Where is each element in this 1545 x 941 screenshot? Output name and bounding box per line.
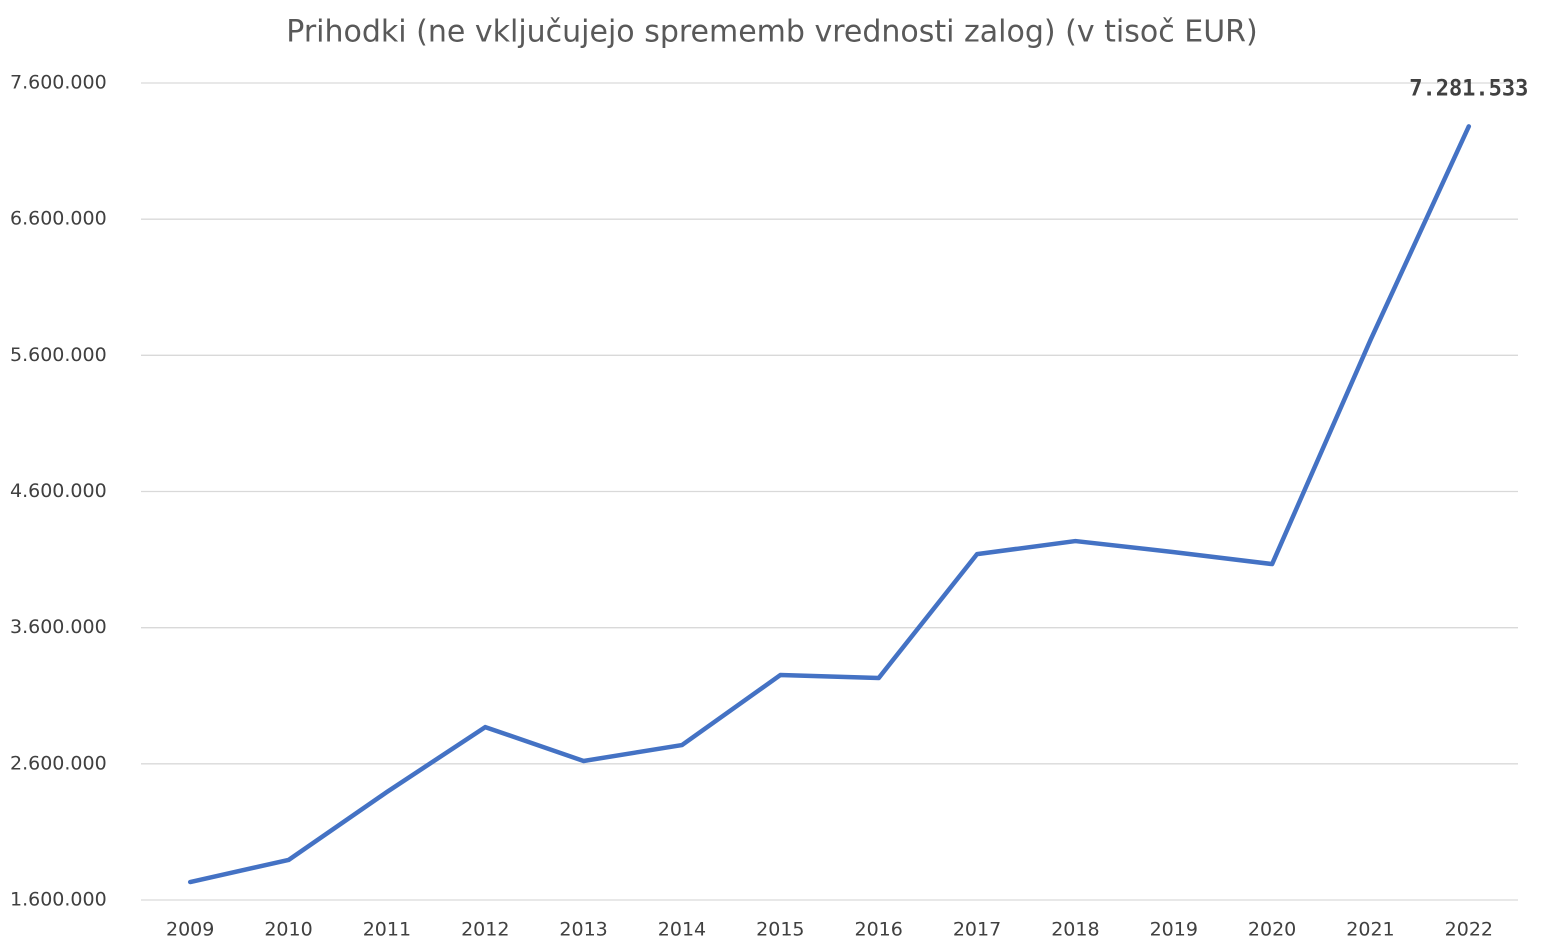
- x-tick-label: 2012: [461, 919, 509, 941]
- x-tick-label: 2010: [264, 919, 312, 941]
- x-tick-label: 2016: [854, 919, 902, 941]
- x-tick-label: 2019: [1150, 919, 1198, 941]
- chart-title: Prihodki (ne vključujejo sprememb vredno…: [286, 15, 1257, 50]
- x-tick-label: 2015: [756, 919, 804, 941]
- y-tick-label: 6.600.000: [10, 208, 107, 230]
- data-label: 7.281.533: [1409, 76, 1528, 101]
- y-tick-label: 1.600.000: [10, 889, 107, 911]
- y-tick-label: 7.600.000: [10, 72, 107, 94]
- x-tick-label: 2018: [1051, 919, 1099, 941]
- x-tick-label: 2020: [1248, 919, 1296, 941]
- y-tick-label: 5.600.000: [10, 344, 107, 366]
- x-tick-label: 2021: [1346, 919, 1394, 941]
- x-tick-label: 2011: [363, 919, 411, 941]
- x-tick-label: 2013: [559, 919, 607, 941]
- line-series: [187, 124, 1472, 885]
- y-tick-label: 2.600.000: [10, 752, 107, 774]
- x-tick-label: 2014: [658, 919, 706, 941]
- y-tick-label: 4.600.000: [10, 480, 107, 502]
- x-tick-label: 2009: [166, 919, 214, 941]
- x-tick-label: 2022: [1445, 919, 1493, 941]
- x-tick-label: 2017: [953, 919, 1001, 941]
- y-tick-label: 3.600.000: [10, 616, 107, 638]
